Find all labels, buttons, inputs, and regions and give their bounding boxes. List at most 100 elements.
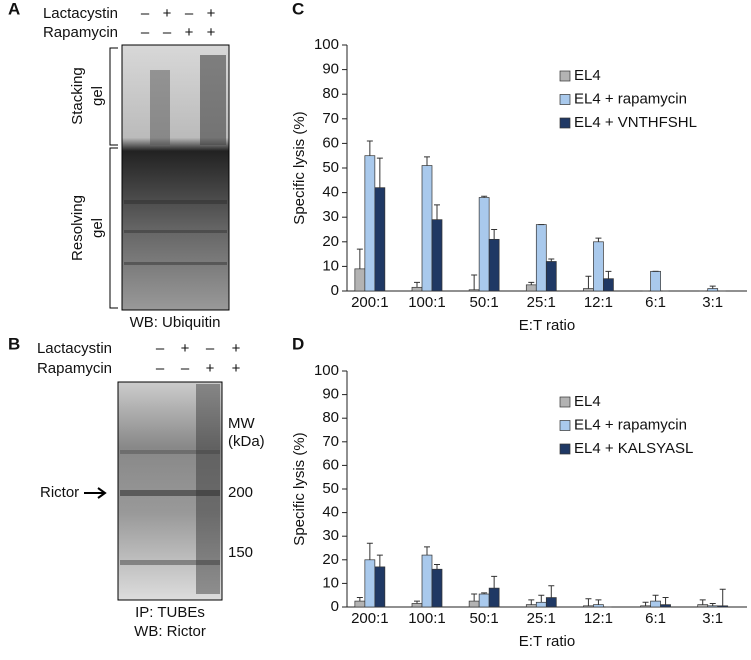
- legend-swatch: [559, 117, 571, 129]
- region-label: gel: [89, 218, 106, 238]
- y-tick-label: 40: [322, 504, 339, 521]
- sign: –: [156, 360, 165, 377]
- sign: –: [163, 24, 172, 41]
- bar: [488, 587, 500, 608]
- bar: [593, 604, 604, 608]
- row-label: Rapamycin: [43, 24, 118, 41]
- y-tick-label: 40: [322, 184, 339, 201]
- bar: [697, 604, 709, 608]
- legend-label: EL4 + rapamycin: [574, 416, 687, 433]
- bar: [431, 568, 443, 608]
- sign: +: [207, 24, 216, 41]
- bar: [411, 603, 423, 608]
- blot-a: [109, 44, 230, 311]
- sign: +: [206, 360, 215, 377]
- sign: +: [185, 24, 194, 41]
- bar: [468, 289, 480, 292]
- error-bar: [481, 195, 488, 198]
- error-bar: [434, 564, 440, 570]
- x-tick-label: 25:1: [527, 294, 556, 311]
- bar: [374, 566, 386, 608]
- error-bar: [585, 598, 592, 606]
- error-bar: [414, 281, 420, 288]
- bar: [583, 605, 594, 608]
- y-tick-label: 0: [331, 598, 339, 615]
- bar: [535, 224, 547, 292]
- bar: [707, 288, 719, 292]
- y-tick-label: 0: [331, 282, 339, 299]
- caption: WB: Ubiquitin: [130, 314, 221, 331]
- legend-label: EL4 + KALSYASL: [574, 440, 693, 457]
- error-bar: [356, 597, 363, 602]
- y-tick-label: 100: [314, 36, 339, 53]
- bar: [431, 219, 443, 292]
- sign: +: [232, 340, 241, 357]
- error-bar: [491, 229, 498, 240]
- bar: [535, 601, 547, 608]
- error-bar: [548, 585, 555, 598]
- bar: [650, 270, 661, 292]
- bar: [421, 165, 433, 292]
- y-axis-title: Specific lysis (%): [291, 111, 308, 224]
- y-tick-label: 90: [322, 386, 339, 403]
- error-bar: [434, 204, 440, 220]
- y-tick-label: 100: [314, 362, 339, 379]
- legend-label: EL4: [574, 393, 601, 410]
- error-bar: [481, 592, 488, 595]
- error-bar: [414, 600, 420, 604]
- bar: [488, 238, 500, 292]
- x-tick-label: 3:1: [702, 294, 723, 311]
- bar: [364, 155, 376, 292]
- bar: [583, 288, 594, 292]
- error-bar: [662, 597, 669, 605]
- y-tick-label: 30: [322, 208, 339, 225]
- y-tick-label: 90: [322, 61, 339, 78]
- error-bar: [376, 554, 383, 567]
- sign: –: [156, 340, 165, 357]
- x-tick-label: 6:1: [645, 294, 666, 311]
- y-tick-label: 10: [322, 257, 339, 274]
- legend-swatch: [559, 443, 571, 455]
- y-tick-label: 80: [322, 409, 339, 426]
- bar: [545, 597, 557, 608]
- legend-label: EL4 + rapamycin: [574, 90, 687, 107]
- error-bar: [719, 588, 726, 606]
- bar: [593, 241, 604, 292]
- error-bar: [548, 258, 555, 262]
- bar: [478, 593, 490, 608]
- legend-swatch: [559, 396, 571, 408]
- bar: [717, 605, 729, 608]
- y-tick-label: 60: [322, 456, 339, 473]
- error-bar: [642, 601, 649, 606]
- bar: [354, 600, 366, 608]
- sign: +: [163, 5, 172, 22]
- error-bar: [356, 248, 363, 269]
- bar: [525, 604, 537, 608]
- sign: +: [232, 360, 241, 377]
- band-label: Rictor: [40, 484, 79, 501]
- x-tick-label: 200:1: [351, 294, 389, 311]
- legend-swatch: [559, 420, 571, 431]
- blot-b: [84, 381, 223, 601]
- mw-label: MW: [228, 415, 255, 432]
- bar: [650, 600, 661, 608]
- panel-label: A: [8, 0, 20, 18]
- error-bar: [709, 602, 716, 606]
- x-tick-label: 100:1: [408, 610, 446, 627]
- bar: [660, 604, 671, 608]
- y-tick-label: 20: [322, 551, 339, 568]
- mw-marker: 200: [228, 484, 253, 501]
- x-tick-label: 50:1: [470, 610, 499, 627]
- bar: [640, 605, 651, 608]
- bar: [364, 559, 376, 608]
- error-bar: [491, 575, 498, 589]
- y-tick-label: 50: [322, 159, 339, 176]
- x-tick-label: 3:1: [702, 610, 723, 627]
- x-tick-label: 6:1: [645, 610, 666, 627]
- region-label: gel: [89, 86, 106, 106]
- y-tick-label: 30: [322, 527, 339, 544]
- y-tick-label: 50: [322, 480, 339, 497]
- y-tick-label: 10: [322, 574, 339, 591]
- error-bar: [585, 275, 592, 289]
